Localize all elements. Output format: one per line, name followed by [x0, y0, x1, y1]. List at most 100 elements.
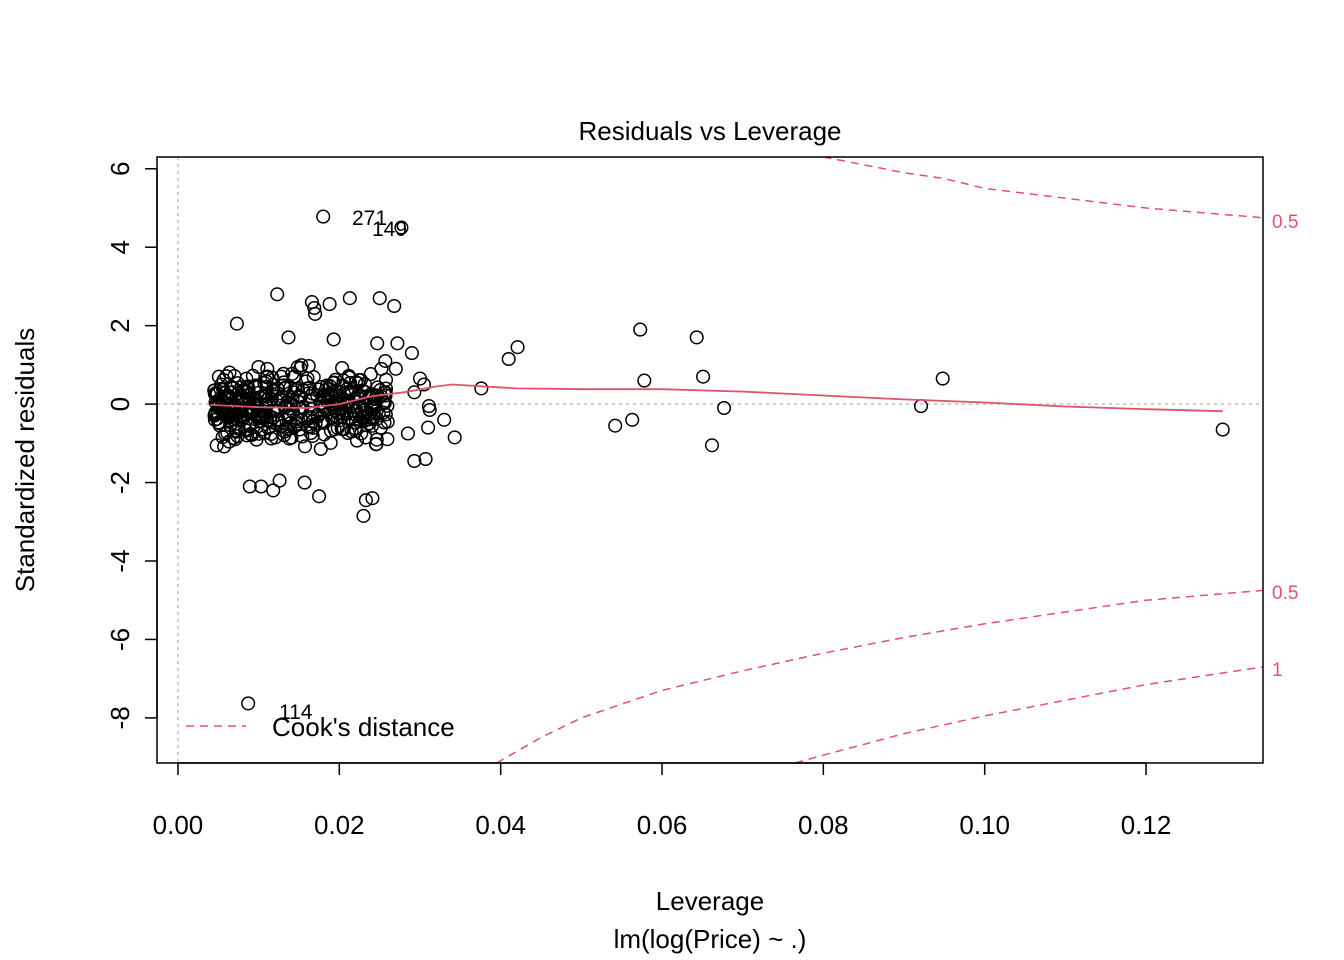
- point-labels: 271 149 114: [279, 207, 407, 724]
- data-point: [334, 406, 349, 421]
- data-point: [259, 379, 274, 394]
- data-point: [302, 380, 317, 395]
- plot-frame: [156, 156, 1264, 764]
- data-point: [380, 398, 395, 413]
- smooth-line-group: [210, 383, 1223, 413]
- data-point: [608, 418, 623, 433]
- contour-labels: 0.5 0.5 1: [1272, 212, 1298, 681]
- data-point: [260, 361, 275, 376]
- data-point: [369, 432, 384, 447]
- contour-label-upper-0-5: 0.5: [1272, 212, 1298, 233]
- y-tick-label: 4: [105, 240, 135, 254]
- data-point: [255, 408, 270, 423]
- data-points: [207, 209, 1230, 711]
- data-point: [330, 421, 345, 436]
- data-point: [387, 298, 402, 314]
- data-point: [212, 418, 227, 433]
- data-point: [447, 430, 462, 445]
- data-point: [358, 430, 373, 445]
- model-formula-subtitle: lm(log(Price) ~ .): [614, 924, 807, 954]
- data-point: [358, 493, 373, 508]
- data-point: [320, 394, 335, 409]
- data-point: [437, 412, 452, 427]
- data-point: [390, 336, 405, 351]
- data-point: [689, 330, 704, 345]
- data-point: [341, 368, 356, 383]
- data-point: [230, 429, 245, 444]
- smooth-fit-line: [210, 383, 1223, 413]
- x-tick-label: 0.04: [475, 810, 526, 840]
- cooks-contour-upper-0-5: [823, 156, 1264, 219]
- y-tick-label: -2: [105, 471, 135, 494]
- data-point: [207, 383, 222, 398]
- x-tick-label: 0.10: [959, 810, 1010, 840]
- data-point: [400, 426, 415, 441]
- data-point: [1215, 422, 1230, 437]
- data-point: [357, 413, 372, 428]
- y-tick-label: 6: [105, 162, 135, 176]
- data-point: [501, 351, 516, 367]
- x-axis-label: Leverage: [656, 886, 764, 916]
- data-point: [244, 427, 259, 443]
- data-point: [296, 383, 311, 398]
- data-point: [287, 369, 302, 384]
- cooks-contour-lower-0-5: [496, 589, 1264, 764]
- data-point: [307, 300, 322, 316]
- data-point: [394, 220, 409, 235]
- y-tick-label: -8: [105, 706, 135, 729]
- data-point: [704, 438, 720, 453]
- data-point: [276, 366, 291, 381]
- contour-label-lower-0-5: 0.5: [1272, 583, 1298, 604]
- data-point: [335, 360, 350, 376]
- data-point: [370, 336, 385, 351]
- point-label-114: 114: [279, 701, 313, 724]
- reference-lines: [157, 157, 1263, 763]
- data-point: [308, 416, 323, 431]
- x-tick-label: 0.12: [1121, 810, 1172, 840]
- x-axis: 0.00 0.02 0.04 0.06 0.08 0.10 0.12: [153, 762, 1172, 840]
- y-axis: -8 -6 -4 -2 0 2 4 6: [105, 162, 158, 729]
- data-point: [316, 414, 331, 429]
- legend: Cook's distance: [186, 712, 455, 742]
- cooks-distance-contours: [496, 156, 1264, 764]
- y-tick-label: 0: [105, 397, 135, 411]
- chart-title: Residuals vs Leverage: [578, 116, 841, 146]
- data-point: [696, 369, 711, 384]
- data-point: [211, 369, 226, 384]
- data-point: [260, 369, 275, 384]
- data-point: [266, 483, 281, 498]
- data-point: [277, 428, 292, 443]
- data-point: [380, 432, 395, 447]
- y-axis-label: Standardized residuals: [10, 328, 40, 593]
- data-point: [510, 340, 525, 355]
- point-label-271: 271: [352, 207, 387, 230]
- data-point: [316, 209, 331, 224]
- data-point: [633, 322, 648, 337]
- cooks-contour-lower-1: [794, 666, 1264, 764]
- data-point: [637, 373, 652, 388]
- data-point: [297, 475, 312, 490]
- data-point: [209, 438, 224, 453]
- data-point: [208, 406, 223, 421]
- data-point: [265, 410, 280, 425]
- data-point: [288, 418, 303, 433]
- data-point: [261, 396, 276, 411]
- data-point: [229, 316, 244, 331]
- data-point: [281, 330, 296, 345]
- legend-label-cooks-distance: Cook's distance: [272, 712, 455, 742]
- data-point: [322, 297, 337, 312]
- data-point: [274, 419, 289, 434]
- data-point: [312, 489, 327, 504]
- data-point: [326, 332, 341, 347]
- data-point: [241, 696, 256, 711]
- data-point: [251, 359, 266, 375]
- data-point: [305, 414, 320, 429]
- data-point: [297, 439, 313, 454]
- data-point: [625, 412, 640, 427]
- data-point: [913, 399, 929, 414]
- data-point: [376, 405, 391, 420]
- data-point: [245, 368, 260, 383]
- data-point: [258, 389, 274, 404]
- data-point: [272, 473, 287, 488]
- y-tick-label: -6: [105, 628, 135, 651]
